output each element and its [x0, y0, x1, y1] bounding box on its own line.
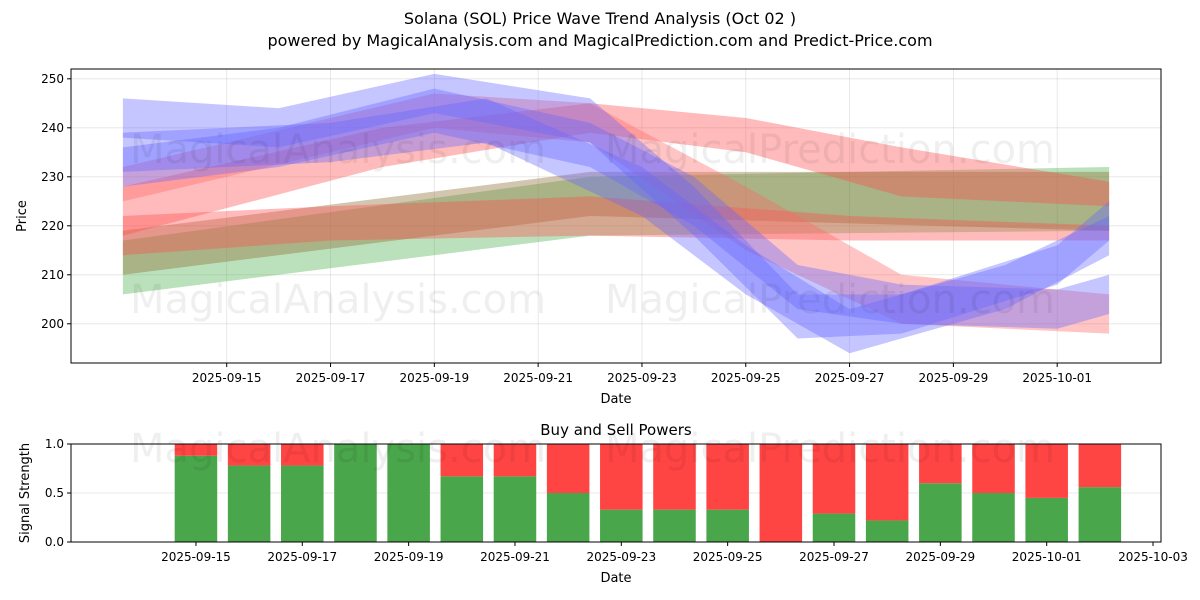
chart-title: Solana (SOL) Price Wave Trend Analysis (… — [403, 9, 797, 28]
buy-bar — [174, 455, 218, 542]
price-x-tick-label: 2025-09-15 — [192, 371, 262, 385]
signal-y-tick-label: 1.0 — [45, 437, 64, 451]
price-y-tick-label: 240 — [41, 121, 64, 135]
price-x-tick-label: 2025-09-25 — [711, 371, 781, 385]
price-band-green-trend — [122, 167, 1110, 295]
buy-bar — [387, 444, 430, 542]
price-x-tick-label: 2025-09-19 — [399, 371, 469, 385]
price-x-tick-label: 2025-09-21 — [503, 371, 573, 385]
chart-subtitle: powered by MagicalAnalysis.com and Magic… — [267, 31, 933, 50]
price-x-tick-label: 2025-09-29 — [919, 371, 989, 385]
buy-bar — [706, 509, 749, 542]
signal-x-tick-label: 2025-10-03 — [1118, 550, 1188, 564]
signal-x-tick-label: 2025-10-01 — [1012, 550, 1082, 564]
signal-y-ticks: 0.0 0.5 1.0 — [45, 437, 71, 549]
signal-x-tick-label: 2025-09-15 — [161, 550, 231, 564]
watermark-prediction-top: MagicalPrediction.com — [605, 127, 1055, 173]
price-y-tick-label: 210 — [41, 268, 64, 282]
price-y-tick-label: 220 — [41, 219, 64, 233]
price-axes-frame — [70, 68, 1162, 364]
price-y-label: Price — [15, 200, 30, 232]
buy-bar — [812, 513, 856, 542]
price-x-tick-label: 2025-09-17 — [296, 371, 366, 385]
price-band-red-lower — [122, 196, 1110, 256]
buy-bar — [281, 465, 324, 542]
buy-bar — [919, 483, 962, 542]
sell-bar — [759, 444, 803, 542]
sell-bar — [440, 444, 484, 477]
sell-bar — [174, 444, 218, 456]
signal-x-tick-label: 2025-09-25 — [693, 550, 763, 564]
sell-bar — [919, 444, 962, 484]
signal-panel: Buy and Sell Powers MagicalAnalysis.com … — [18, 421, 1188, 586]
signal-x-ticks: 2025-09-15 2025-09-17 2025-09-19 2025-09-21… — [161, 542, 1188, 564]
signal-bars — [174, 444, 1122, 542]
buy-bar — [653, 509, 696, 542]
sell-bar — [1078, 444, 1122, 488]
signal-y-label: Signal Strength — [18, 443, 33, 543]
price-band-red-upper — [122, 103, 1110, 236]
chart-title-block: Solana (SOL) Price Wave Trend Analysis (… — [0, 8, 1200, 52]
buy-bar — [972, 493, 1015, 542]
buy-bar — [546, 493, 590, 542]
buy-bar — [334, 444, 377, 542]
sell-bar — [812, 444, 856, 514]
buy-bar — [1078, 487, 1122, 542]
buy-bar — [227, 465, 271, 542]
price-band-blue-wave-1 — [122, 73, 1110, 339]
price-band-red-wave — [122, 93, 1110, 334]
sell-bar — [281, 444, 324, 466]
price-band-brown-trend — [122, 171, 1110, 275]
signal-title: Buy and Sell Powers — [540, 421, 692, 439]
sell-bar — [865, 444, 909, 521]
price-panel: MagicalAnalysis.com MagicalPrediction.co… — [15, 68, 1162, 407]
price-x-tick-label: 2025-09-23 — [607, 371, 677, 385]
sell-bar — [653, 444, 696, 510]
price-band-blue-wave-2 — [122, 88, 1110, 329]
buy-bar — [865, 520, 909, 542]
signal-x-tick-label: 2025-09-29 — [905, 550, 975, 564]
signal-x-tick-label: 2025-09-21 — [480, 550, 550, 564]
price-y-tick-label: 200 — [41, 317, 64, 331]
signal-x-tick-label: 2025-09-17 — [267, 550, 337, 564]
signal-x-label: Date — [600, 571, 631, 586]
price-x-tick-label: 2025-10-01 — [1022, 371, 1092, 385]
price-bands — [122, 73, 1110, 354]
watermark-analysis-bottom: MagicalAnalysis.com — [130, 426, 546, 472]
watermark-analysis-top: MagicalAnalysis.com — [130, 127, 546, 173]
sell-bar — [600, 444, 643, 510]
watermark-analysis-mid: MagicalAnalysis.com — [130, 277, 546, 323]
price-y-tick-label: 230 — [41, 170, 64, 184]
buy-bar — [1025, 497, 1068, 542]
sell-bar — [972, 444, 1015, 493]
price-y-ticks: 200 210 220 230 240 250 — [41, 72, 71, 331]
sell-bar — [227, 444, 271, 466]
signal-x-tick-label: 2025-09-23 — [586, 550, 656, 564]
watermark-prediction-bottom: MagicalPrediction.com — [605, 426, 1055, 472]
sell-bar — [546, 444, 590, 493]
signal-y-tick-label: 0.0 — [45, 535, 64, 549]
buy-bar — [493, 476, 537, 542]
sell-bar — [706, 444, 749, 510]
price-grid — [71, 69, 1161, 363]
watermark-prediction-mid: MagicalPrediction.com — [605, 277, 1055, 323]
sell-bar — [1025, 444, 1068, 498]
sell-bar — [493, 444, 537, 477]
signal-x-tick-label: 2025-09-27 — [799, 550, 869, 564]
buy-bar — [600, 509, 643, 542]
buy-bar — [440, 476, 484, 542]
price-x-tick-label: 2025-09-27 — [815, 371, 885, 385]
price-x-ticks: 2025-09-15 2025-09-17 2025-09-19 2025-09-21… — [192, 363, 1092, 385]
signal-y-tick-label: 0.5 — [45, 486, 64, 500]
price-y-tick-label: 250 — [41, 72, 64, 86]
price-x-label: Date — [600, 392, 631, 407]
signal-x-tick-label: 2025-09-19 — [374, 550, 444, 564]
